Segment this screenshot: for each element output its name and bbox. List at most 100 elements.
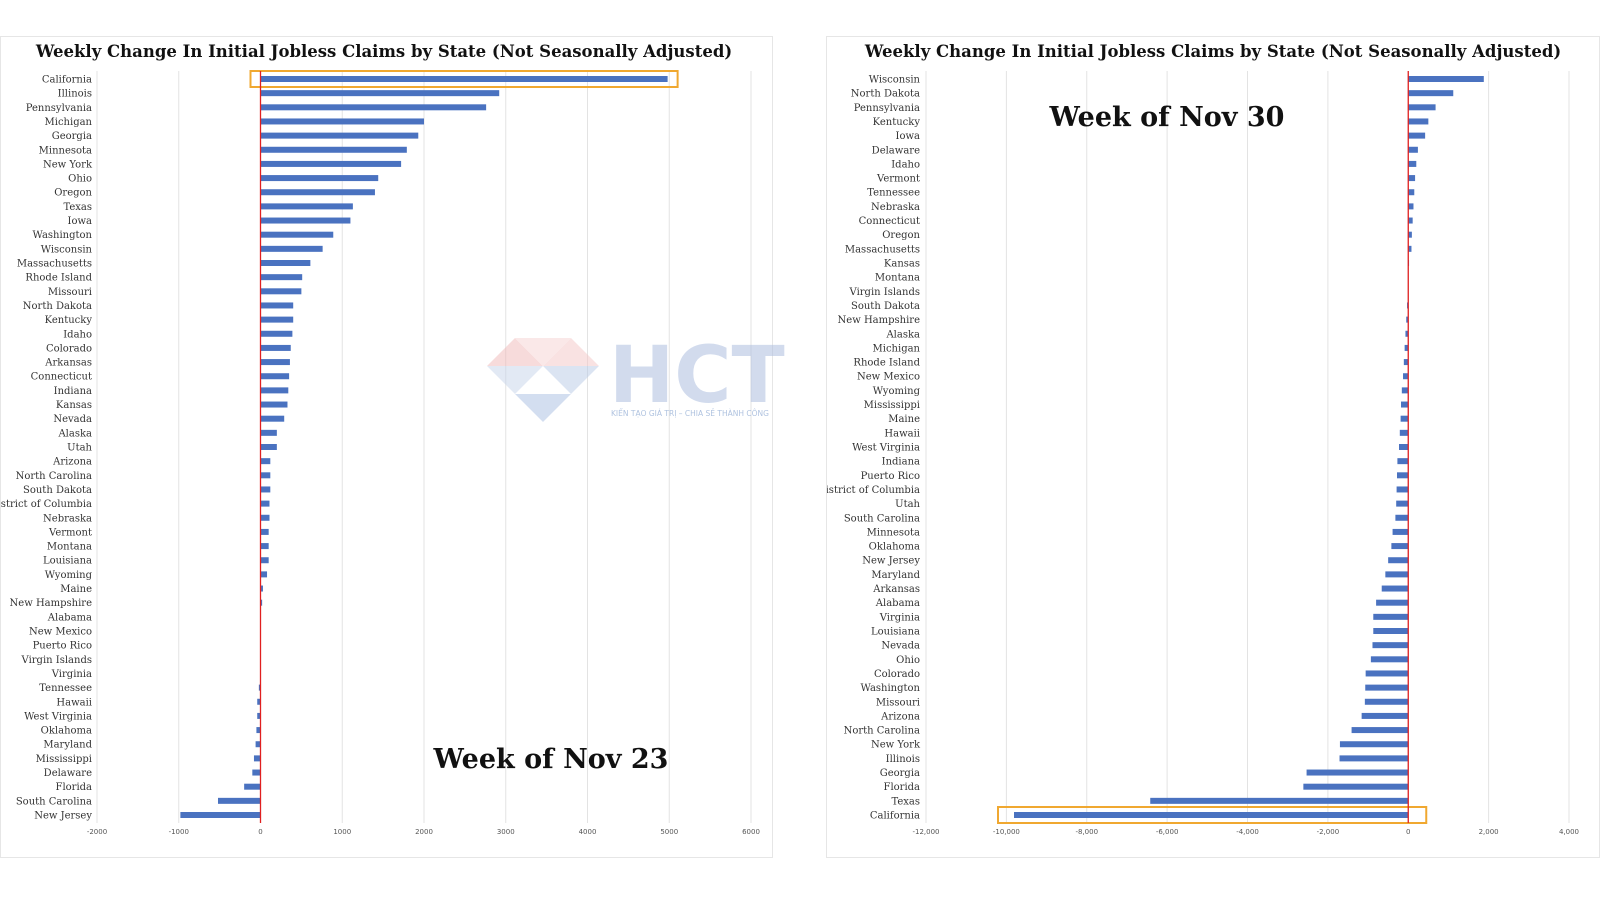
category-label: West Virginia	[24, 711, 92, 722]
bar	[260, 231, 334, 238]
bar	[1408, 231, 1412, 238]
bar	[260, 146, 407, 153]
bar	[260, 203, 353, 210]
bar	[1303, 783, 1409, 790]
bar	[1408, 90, 1454, 97]
category-label: Puerto Rico	[861, 471, 920, 482]
category-label: Illinois	[886, 754, 920, 765]
bar	[257, 698, 261, 705]
bar	[260, 302, 294, 309]
category-label: Minnesota	[39, 145, 92, 156]
watermark-tagline: KIẾN TẠO GIÁ TRỊ – CHIA SẺ THÀNH CÔNG	[611, 408, 769, 418]
bar	[1372, 642, 1409, 649]
category-label: Oregon	[882, 230, 920, 241]
bar	[1339, 755, 1409, 762]
bar	[1408, 132, 1426, 139]
bar	[260, 274, 303, 281]
category-label: Idaho	[63, 329, 92, 340]
bar	[1395, 514, 1409, 521]
x-tick-label: -8,000	[1075, 828, 1098, 836]
category-label: Florida	[884, 782, 921, 793]
category-label: West Virginia	[852, 443, 920, 454]
category-label: Kansas	[56, 400, 92, 411]
bar	[260, 76, 668, 82]
bar	[257, 712, 261, 719]
x-tick-label: -1000	[169, 828, 189, 836]
category-label: Wisconsin	[869, 75, 921, 86]
category-label: Arizona	[880, 711, 920, 722]
bar	[253, 755, 261, 762]
category-label: Kansas	[884, 259, 920, 270]
highlight-box	[997, 806, 1428, 824]
category-label: South Carolina	[16, 796, 92, 807]
category-label: New Jersey	[862, 556, 920, 567]
bar	[244, 783, 261, 790]
category-label: Louisiana	[871, 627, 920, 638]
bar	[258, 684, 261, 691]
x-tick-label: 4000	[579, 828, 597, 836]
category-label: Tennessee	[867, 188, 920, 199]
category-label: New Hampshire	[838, 315, 921, 326]
x-tick-label: 3000	[497, 828, 515, 836]
bar	[260, 599, 263, 606]
category-label: South Carolina	[844, 513, 920, 524]
bar	[1396, 486, 1409, 493]
x-tick-label: 0	[1406, 828, 1410, 836]
category-label: Hawaii	[884, 428, 920, 439]
category-label: Missouri	[48, 287, 92, 298]
bar	[1408, 118, 1429, 125]
bar	[1365, 670, 1409, 677]
category-label: North Dakota	[851, 89, 920, 100]
bar	[1408, 104, 1436, 111]
category-label: Connecticut	[859, 216, 920, 227]
category-label: Iowa	[68, 216, 93, 227]
category-label: Texas	[63, 202, 92, 213]
category-label: Kentucky	[873, 117, 921, 128]
category-label: District of Columbia	[827, 485, 920, 496]
bar	[1408, 146, 1418, 153]
category-label: Maine	[60, 584, 92, 595]
category-label: Delaware	[872, 145, 920, 156]
category-label: Florida	[56, 782, 93, 793]
bar	[1014, 812, 1409, 818]
category-label: Oklahoma	[41, 726, 92, 737]
category-label: Missouri	[876, 697, 920, 708]
bar	[260, 316, 294, 323]
category-label: Virgin Islands	[849, 287, 920, 298]
category-label: Colorado	[46, 343, 92, 354]
category-label: Nevada	[53, 414, 92, 425]
category-label: Idaho	[891, 159, 920, 170]
category-label: Utah	[895, 499, 920, 510]
bar	[260, 528, 269, 535]
bar	[1400, 415, 1409, 422]
bar	[260, 344, 291, 351]
bar	[1339, 741, 1409, 748]
bar	[1373, 628, 1409, 634]
category-label: Tennessee	[39, 683, 92, 694]
bar	[260, 486, 271, 493]
bar	[260, 160, 402, 167]
category-label: Texas	[891, 796, 920, 807]
chart-title: Weekly Change In Initial Jobless Claims …	[864, 42, 1561, 61]
bar	[260, 557, 269, 564]
bar	[1306, 769, 1409, 776]
category-label: Connecticut	[31, 372, 92, 383]
category-label: Virginia	[51, 669, 92, 680]
category-label: Alabama	[47, 612, 92, 623]
bar	[1408, 76, 1484, 82]
x-tick-label: -2,000	[1317, 828, 1340, 836]
category-label: New York	[871, 740, 921, 751]
category-label: Minnesota	[867, 527, 920, 538]
watermark-brand: HCT	[609, 338, 785, 421]
bar	[260, 387, 289, 394]
category-label: Hawaii	[56, 697, 92, 708]
bar	[260, 189, 375, 196]
chart-panel-nov30: Weekly Change In Initial Jobless Claims …	[826, 36, 1600, 858]
category-label: Arkansas	[872, 584, 920, 595]
category-label: New Mexico	[857, 372, 920, 383]
category-label: Wyoming	[873, 386, 921, 397]
bar	[260, 514, 270, 521]
bar	[260, 175, 379, 182]
bar	[260, 429, 277, 436]
category-label: Puerto Rico	[33, 641, 92, 652]
